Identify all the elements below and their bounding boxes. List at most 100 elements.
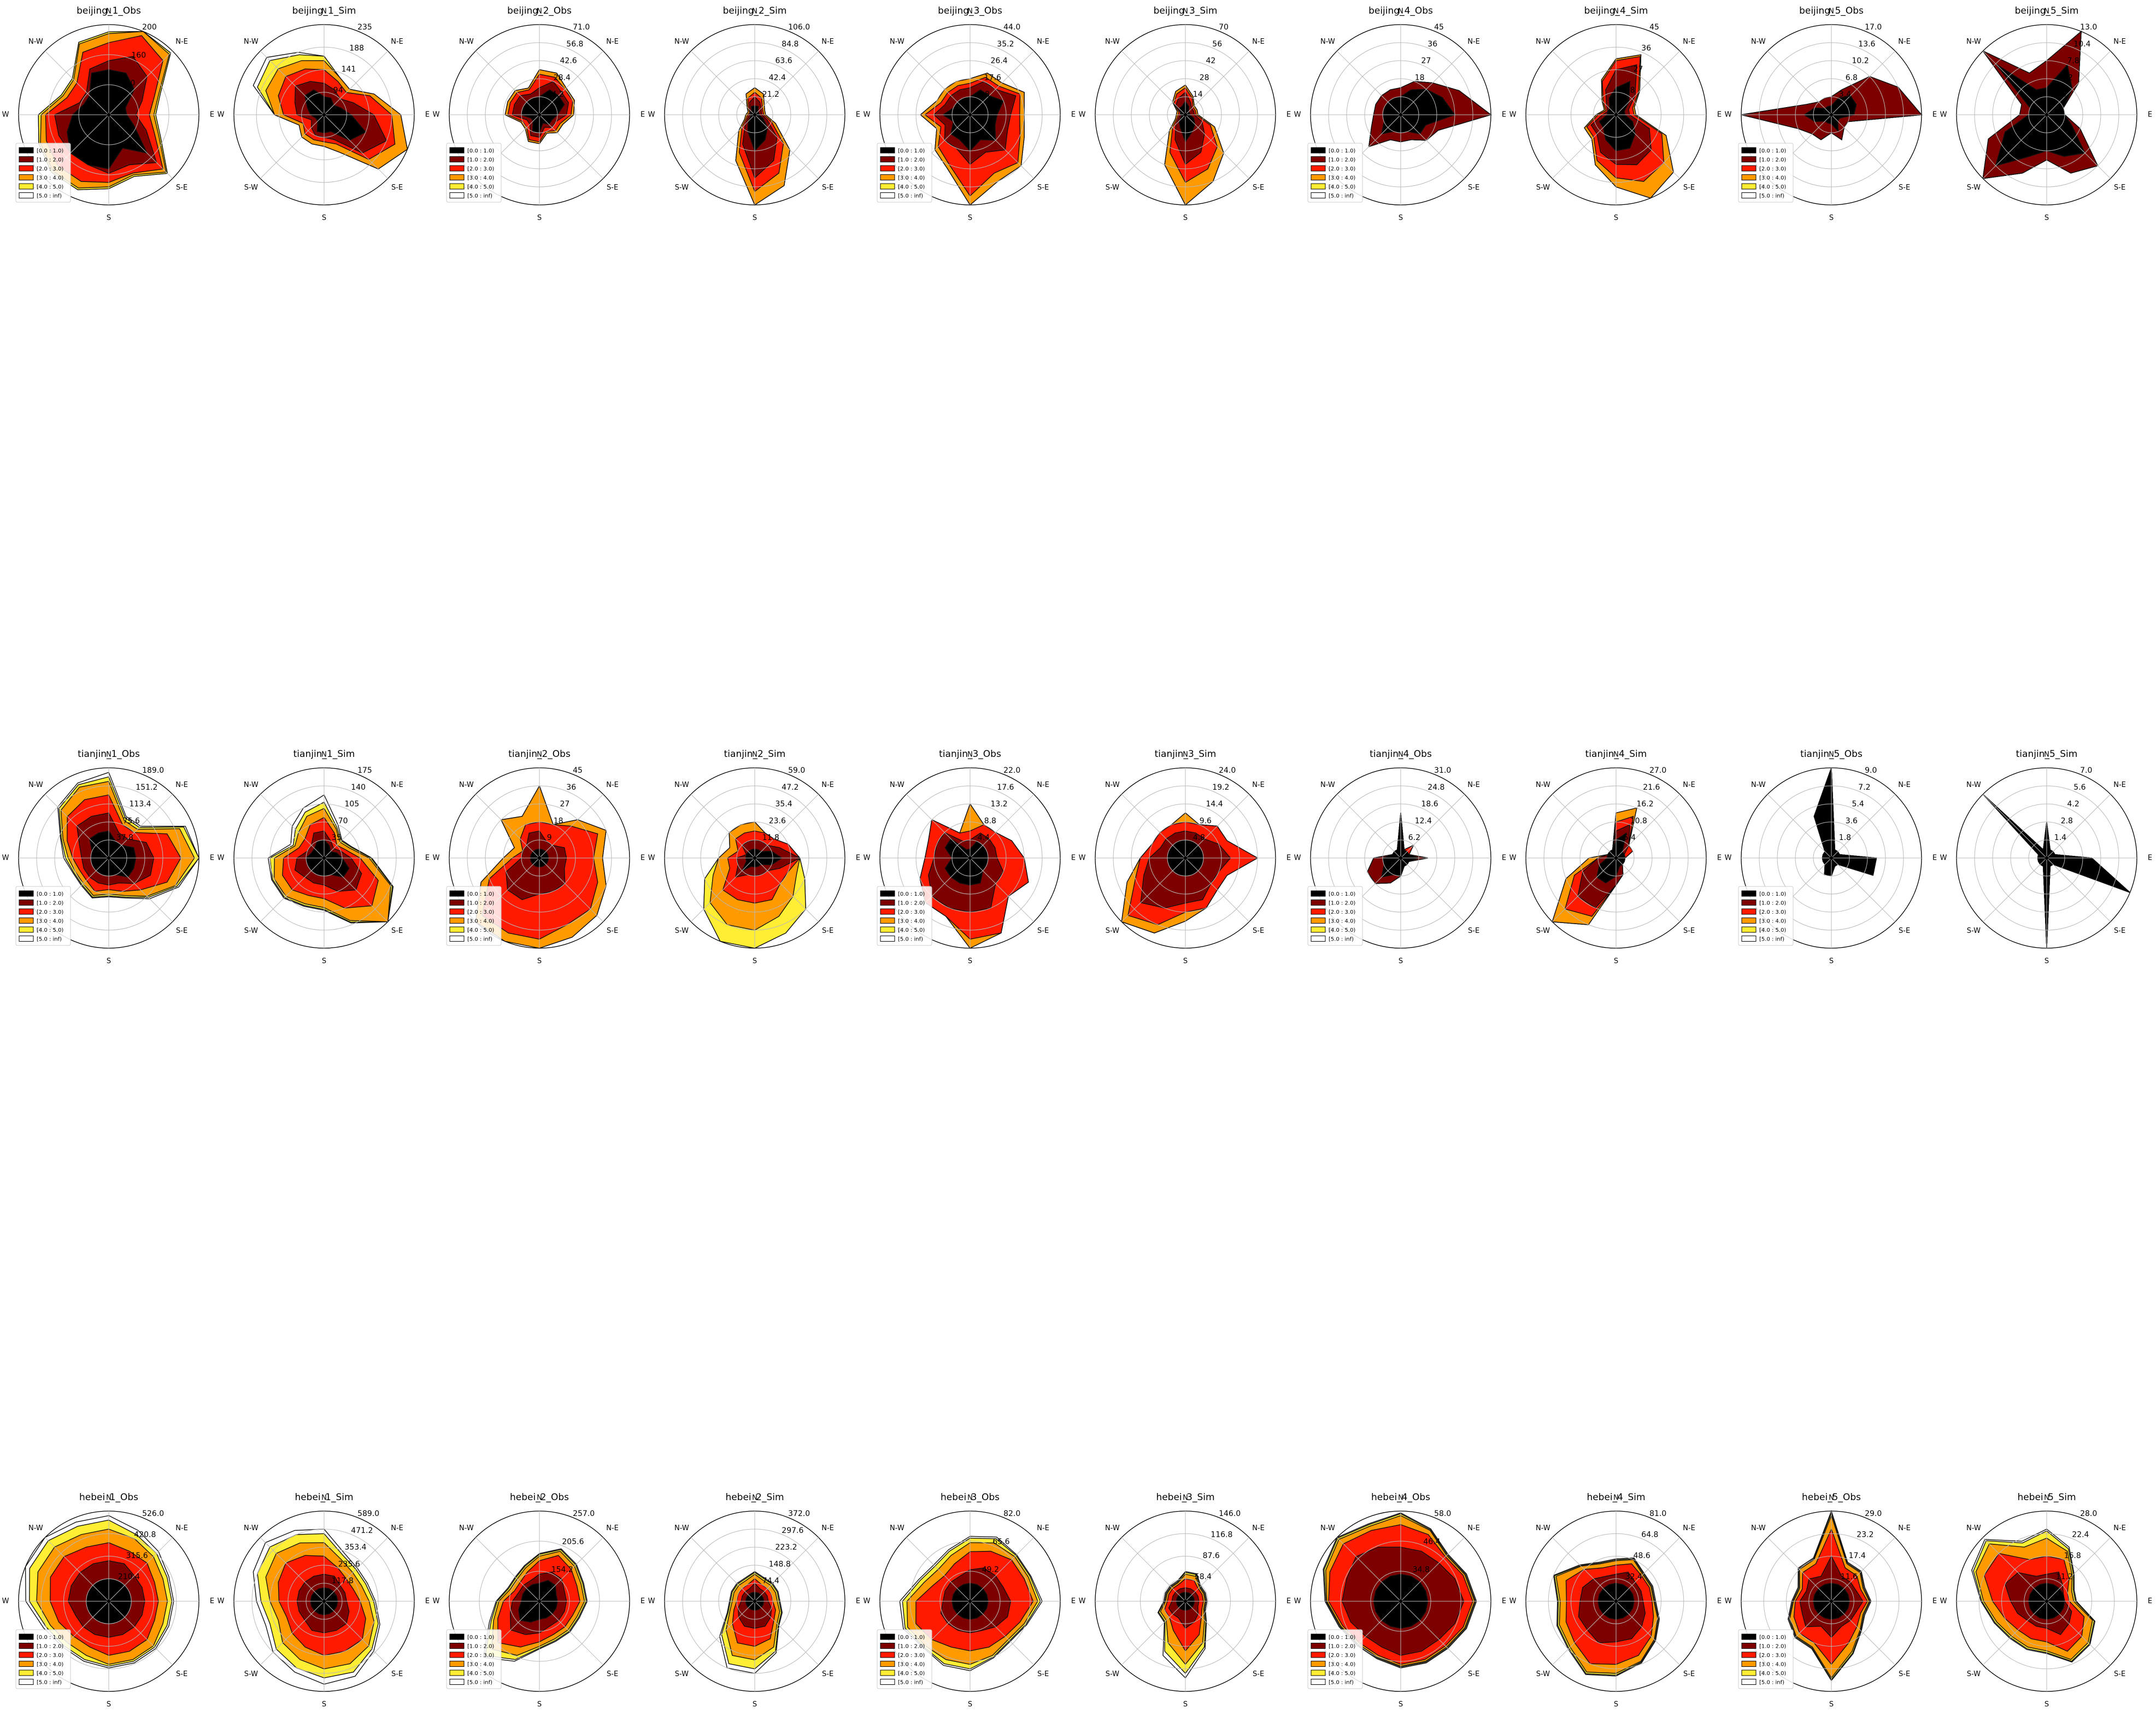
subplot-title: beijing_3_Obs — [938, 5, 1002, 16]
center-marker — [1399, 1600, 1402, 1603]
direction-label-n-e: N-E — [1898, 781, 1911, 789]
radial-tick-label: 2.8 — [2061, 816, 2073, 825]
subplot-title: beijing_3_Sim — [1154, 5, 1218, 16]
direction-label-e: E — [425, 111, 430, 119]
subplot-title: hebei_1_Sim — [295, 1492, 353, 1503]
legend-swatch — [1311, 900, 1326, 906]
radial-tick-label: 5.4 — [1852, 800, 1864, 809]
center-marker — [2045, 1600, 2048, 1603]
subplot-title: beijing_5_Sim — [2015, 5, 2079, 16]
radial-tick-label: 45 — [1649, 23, 1659, 32]
direction-label-n-e: N-E — [606, 38, 619, 46]
legend-swatch — [449, 900, 465, 906]
legend-swatch — [1311, 908, 1326, 915]
direction-label-e: E — [1502, 1597, 1506, 1606]
grid-spoke — [108, 794, 173, 859]
legend-swatch — [19, 900, 34, 906]
legend-label: [3.0 : 4.0) — [898, 919, 925, 925]
direction-label-n: N — [537, 1494, 542, 1502]
legend-swatch — [449, 192, 465, 198]
legend-swatch — [19, 156, 34, 162]
direction-label-e: E — [641, 1597, 645, 1606]
legend-swatch — [19, 936, 34, 942]
radial-tick-label: 13.2 — [991, 800, 1008, 809]
grid-spoke — [906, 1537, 971, 1602]
legend-swatch — [1311, 1652, 1326, 1658]
direction-label-w: W — [218, 1597, 225, 1606]
legend-label: [5.0 : inf) — [1329, 1680, 1354, 1686]
radial-tick-label: 56 — [1212, 40, 1222, 49]
center-marker — [322, 856, 326, 860]
direction-label-n-e: N-E — [821, 781, 834, 789]
direction-label-s-w: S-W — [1967, 927, 1981, 935]
radial-tick-label: 11.8 — [762, 833, 779, 842]
grid-spoke — [1185, 1537, 1250, 1602]
direction-label-n: N — [2044, 751, 2049, 759]
legend-label: [2.0 : 3.0) — [1759, 1653, 1786, 1659]
radial-tick-label: 151.2 — [136, 783, 157, 792]
windrose-hebei-5-Obs: 29.023.217.411.6NN-EES-ESS-WWN-Whebei_5_… — [1725, 1492, 1937, 1709]
grid-spoke — [1982, 857, 2047, 922]
direction-label-n-w: N-W — [459, 1524, 474, 1532]
legend-label: [4.0 : 5.0) — [467, 1671, 494, 1677]
radial-tick-label: 140 — [351, 783, 366, 792]
direction-label-e: E — [1502, 854, 1506, 862]
grid-spoke — [754, 114, 819, 179]
legend-label: [5.0 : inf) — [1759, 193, 1784, 199]
grid-spoke — [1982, 1601, 2047, 1666]
direction-label-n: N — [321, 8, 327, 16]
direction-label-n-e: N-E — [1467, 781, 1480, 789]
legend-swatch — [880, 1679, 895, 1685]
legend-label: [2.0 : 3.0) — [1329, 909, 1355, 915]
legend-label: [0.0 : 1.0) — [467, 148, 494, 154]
grid-spoke — [1831, 114, 1896, 179]
radial-tick-label: 17.0 — [1865, 23, 1882, 32]
legend-label: [1.0 : 2.0) — [898, 1644, 925, 1650]
legend-swatch — [19, 1679, 34, 1685]
direction-label-s: S — [968, 957, 972, 966]
direction-label-e: E — [1932, 111, 1937, 119]
grid-spoke — [539, 1601, 604, 1666]
radial-tick-label: 12.4 — [1415, 816, 1432, 825]
windrose-tianjin-2-Sim: 59.0 47.2 35.4 23.6 11.8 N N-E E S-E S S-W W N-W tian… — [648, 749, 861, 966]
windrose-hebei-2-Sim: 372.0 297.6 223.2 148.8 74.4 N N-E E S-E S S-W W N-W… — [648, 1492, 861, 1709]
legend-label: [5.0 : inf) — [1759, 1680, 1784, 1686]
radial-tick-label: 26.4 — [991, 57, 1008, 66]
legend-label: [4.0 : 5.0) — [1329, 1671, 1355, 1677]
center-marker — [538, 113, 541, 116]
radial-tick-label: 1.4 — [2054, 833, 2066, 842]
direction-label-s: S — [1399, 214, 1403, 222]
legend-label: [3.0 : 4.0) — [467, 1662, 494, 1668]
subplot-title: hebei_2_Sim — [725, 1492, 784, 1503]
direction-label-n: N — [321, 1494, 327, 1502]
center-marker — [1830, 113, 1833, 116]
direction-label-n: N — [752, 751, 757, 759]
legend-label: [4.0 : 5.0) — [1329, 184, 1355, 190]
direction-label-n-w: N-W — [1320, 38, 1335, 46]
grid-spoke — [1767, 1537, 1832, 1602]
legend-swatch — [449, 156, 465, 162]
legend-swatch — [1741, 156, 1756, 162]
direction-label-n: N — [321, 751, 327, 759]
direction-label-s-w: S-W — [1106, 927, 1119, 935]
radial-tick-label: 35.4 — [776, 800, 792, 809]
windrose-beijing-4-Sim: 45 36 27 18 N N-E E S-E S S-W W N-W beijing_4_Sim — [1509, 5, 1722, 222]
windrose-beijing-1-Obs: 200160120NN-EES-ESS-WWN-Wbeijing_1_Obs[0… — [2, 5, 215, 222]
radial-tick-label: 59.0 — [788, 766, 805, 775]
radial-tick-label: 471.2 — [351, 1526, 373, 1535]
direction-label-n-w: N-W — [1536, 1524, 1550, 1532]
direction-label-n: N — [106, 1494, 111, 1502]
radial-tick-label: 36 — [1641, 44, 1651, 53]
radial-tick-label: 9.0 — [1865, 766, 1877, 775]
legend-label: [2.0 : 3.0) — [467, 166, 494, 172]
subplot-title: hebei_5_Obs — [1802, 1492, 1861, 1503]
windrose-beijing-3-Sim: 70 56 42 28 14 N N-E E S-E S S-W W N-W beijing_3_Sim — [1079, 5, 1291, 222]
legend-label: [3.0 : 4.0) — [1329, 175, 1355, 181]
direction-label-n-e: N-E — [821, 38, 834, 46]
legend-swatch — [1311, 926, 1326, 933]
legend-swatch — [449, 1661, 465, 1667]
direction-label-n-w: N-W — [459, 781, 474, 789]
direction-label-e: E — [210, 111, 214, 119]
direction-label-n: N — [2044, 8, 2049, 16]
legend-label: [1.0 : 2.0) — [1329, 901, 1355, 907]
